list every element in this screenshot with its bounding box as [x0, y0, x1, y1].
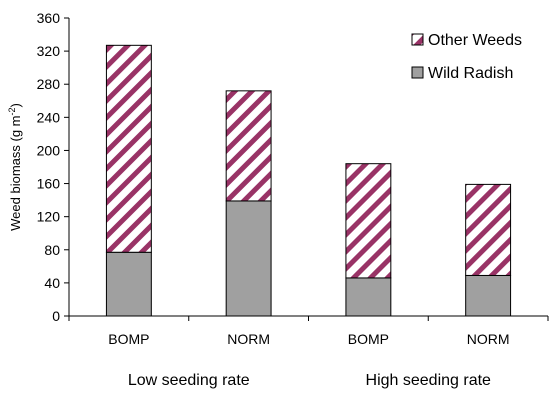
y-tick-label: 360 [37, 10, 61, 26]
bar-segment-wild-radish [105, 251, 152, 317]
x-group-label: High seeding rate [366, 372, 492, 389]
legend-swatch-wild-radish [411, 66, 424, 79]
bar-segment-wild-radish [225, 200, 272, 317]
legend-label-wild-radish: Wild Radish [428, 65, 513, 82]
y-axis-title-superscript: -2 [7, 107, 17, 115]
x-category-label: BOMP [348, 331, 389, 347]
y-tick-label: 40 [44, 275, 60, 291]
y-axis-ticks: 0 40 80 120 160 200 240 280 320 360 [37, 10, 69, 324]
y-tick-label: 120 [37, 209, 61, 225]
bar-segment-other-weeds [105, 44, 152, 253]
y-axis-title-close: ) [8, 103, 23, 107]
y-tick-label: 240 [37, 109, 61, 125]
y-tick-label: 80 [44, 242, 60, 258]
y-tick-label: 0 [52, 308, 60, 324]
y-tick-label: 280 [37, 76, 61, 92]
bar-segment-other-weeds [465, 183, 512, 276]
y-tick-label: 200 [37, 142, 61, 158]
x-group-label: Low seeding rate [128, 372, 250, 389]
legend-label-other-weeds: Other Weeds [428, 32, 522, 49]
bar-segment-wild-radish [345, 277, 392, 317]
legend-swatch-other-weeds [411, 33, 424, 46]
bars-layer [105, 44, 512, 317]
x-axis-category-labels: BOMP NORM BOMP NORM [68, 316, 549, 347]
x-category-label: BOMP [108, 331, 149, 347]
bar-segment-other-weeds [345, 163, 392, 279]
bar-segment-wild-radish [465, 274, 512, 317]
x-axis-group-labels: Low seeding rate High seeding rate [128, 372, 491, 389]
y-tick-label: 160 [37, 176, 61, 192]
y-axis-title-main: Weed biomass (g m [8, 116, 23, 231]
y-tick-label: 320 [37, 43, 61, 59]
y-axis-title: Weed biomass (g m-2) [7, 103, 23, 231]
legend: Other Weeds Wild Radish [411, 32, 522, 82]
x-category-label: NORM [227, 331, 270, 347]
bar-segment-other-weeds [225, 90, 272, 202]
x-category-label: NORM [467, 331, 510, 347]
